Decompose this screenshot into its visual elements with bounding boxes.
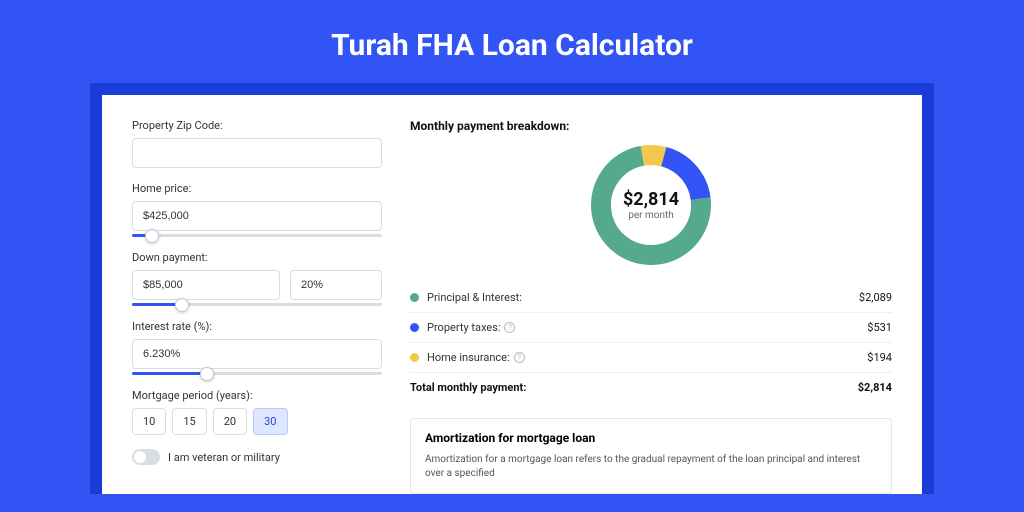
breakdown-column: Monthly payment breakdown: $2,814 per mo… bbox=[410, 119, 892, 494]
legend-row: Property taxes:? $531 bbox=[410, 312, 892, 342]
amortization-card: Amortization for mortgage loan Amortizat… bbox=[410, 418, 892, 494]
amortization-text: Amortization for a mortgage loan refers … bbox=[425, 453, 877, 481]
home-price-group: Home price: bbox=[132, 182, 382, 237]
mortgage-period-option-20[interactable]: 20 bbox=[213, 408, 247, 435]
legend: Principal & Interest: $2,089 Property taxe… bbox=[410, 283, 892, 402]
legend-dot bbox=[410, 323, 419, 332]
panel-outer: Property Zip Code: Home price: Down paym… bbox=[90, 83, 934, 494]
legend-value: $2,089 bbox=[859, 291, 892, 304]
info-icon[interactable]: ? bbox=[514, 352, 525, 363]
home-price-label: Home price: bbox=[132, 182, 382, 195]
legend-dot bbox=[410, 353, 419, 362]
interest-rate-group: Interest rate (%): bbox=[132, 320, 382, 375]
down-payment-pct-input[interactable] bbox=[290, 270, 382, 300]
mortgage-period-option-10[interactable]: 10 bbox=[132, 408, 166, 435]
page-title: Turah FHA Loan Calculator bbox=[0, 0, 1024, 83]
legend-row: Home insurance:? $194 bbox=[410, 342, 892, 372]
legend-dot bbox=[410, 293, 419, 302]
interest-rate-slider[interactable] bbox=[132, 372, 382, 375]
legend-label: Home insurance: bbox=[427, 351, 510, 364]
home-price-slider[interactable] bbox=[132, 234, 382, 237]
legend-value: $531 bbox=[867, 321, 892, 334]
down-payment-group: Down payment: bbox=[132, 251, 382, 306]
donut-sub: per month bbox=[623, 210, 679, 221]
donut-amount: $2,814 bbox=[623, 189, 679, 210]
down-payment-slider[interactable] bbox=[132, 303, 382, 306]
legend-label: Principal & Interest: bbox=[427, 291, 522, 304]
zip-group: Property Zip Code: bbox=[132, 119, 382, 168]
legend-row: Principal & Interest: $2,089 bbox=[410, 283, 892, 312]
amortization-title: Amortization for mortgage loan bbox=[425, 431, 877, 445]
mortgage-period-option-30[interactable]: 30 bbox=[253, 408, 287, 435]
legend-value: $194 bbox=[867, 351, 892, 364]
legend-total-row: Total monthly payment: $2,814 bbox=[410, 372, 892, 402]
info-icon[interactable]: ? bbox=[504, 322, 515, 333]
mortgage-period-option-15[interactable]: 15 bbox=[172, 408, 206, 435]
legend-total-value: $2,814 bbox=[858, 381, 892, 394]
breakdown-title: Monthly payment breakdown: bbox=[410, 119, 892, 133]
down-payment-label: Down payment: bbox=[132, 251, 382, 264]
zip-input[interactable] bbox=[132, 138, 382, 168]
down-payment-amount-input[interactable] bbox=[132, 270, 280, 300]
veteran-label: I am veteran or military bbox=[168, 451, 280, 464]
legend-label: Property taxes: bbox=[427, 321, 500, 334]
mortgage-period-label: Mortgage period (years): bbox=[132, 389, 382, 402]
donut-chart: $2,814 per month bbox=[410, 145, 892, 265]
interest-rate-label: Interest rate (%): bbox=[132, 320, 382, 333]
interest-rate-input[interactable] bbox=[132, 339, 382, 369]
zip-label: Property Zip Code: bbox=[132, 119, 382, 132]
mortgage-period-options: 1015 2030 bbox=[132, 408, 382, 435]
calculator-panel: Property Zip Code: Home price: Down paym… bbox=[102, 95, 922, 494]
veteran-row: I am veteran or military bbox=[132, 449, 382, 465]
veteran-toggle[interactable] bbox=[132, 449, 160, 465]
form-column: Property Zip Code: Home price: Down paym… bbox=[132, 119, 382, 494]
mortgage-period-group: Mortgage period (years): 1015 2030 bbox=[132, 389, 382, 435]
home-price-input[interactable] bbox=[132, 201, 382, 231]
legend-total-label: Total monthly payment: bbox=[410, 381, 526, 394]
